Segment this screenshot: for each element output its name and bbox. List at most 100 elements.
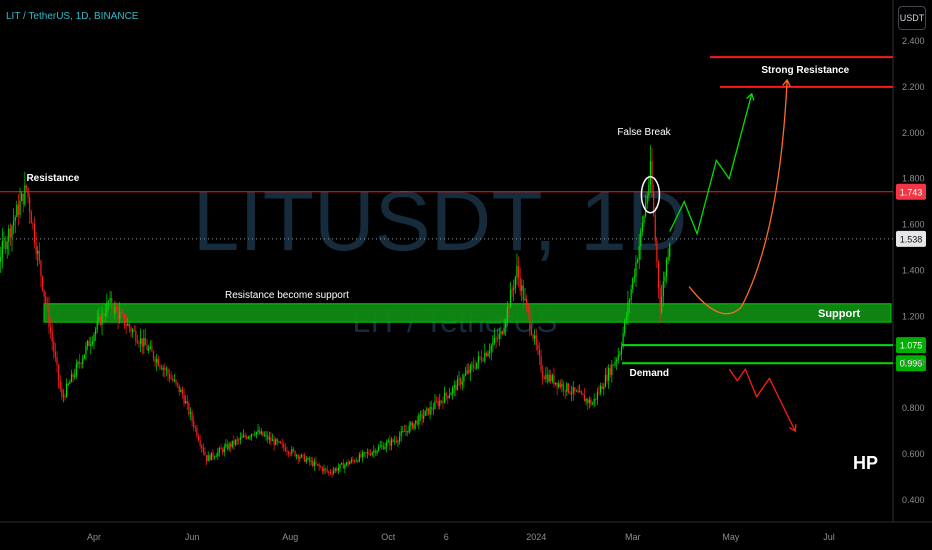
candle-body <box>585 398 587 402</box>
candle-body <box>548 374 550 382</box>
candle-body <box>86 340 89 347</box>
candle-body <box>308 458 311 462</box>
candle-body <box>508 306 510 308</box>
chart-title: LIT / TetherUS, 1D, BINANCE <box>6 11 139 22</box>
candle-body <box>22 193 24 205</box>
y-tick-label: 0.600 <box>902 449 925 459</box>
candle-body <box>140 338 142 344</box>
candle-body <box>154 358 156 363</box>
candle-body <box>143 338 145 347</box>
candle-body <box>505 320 507 328</box>
candle-body <box>394 440 396 442</box>
candle-body <box>181 389 184 395</box>
candle-body <box>456 379 459 391</box>
candle-body <box>323 468 325 472</box>
candle-body <box>490 345 492 352</box>
candle-body <box>432 408 434 410</box>
candle-body <box>307 458 309 460</box>
candle-body <box>509 289 512 308</box>
currency-button[interactable]: USDT <box>898 6 926 30</box>
candle-body <box>588 399 590 403</box>
candle-body <box>183 394 185 404</box>
candle-body <box>106 301 108 315</box>
price-tag-label: 1.538 <box>900 234 923 244</box>
candle-body <box>624 320 626 334</box>
candle-body <box>58 364 60 381</box>
candle-body <box>30 212 32 224</box>
candle-body <box>230 443 232 447</box>
candle-body <box>355 460 357 462</box>
candle-body <box>56 357 58 365</box>
candle-body <box>527 304 529 313</box>
candle-body <box>189 412 192 415</box>
candle-body <box>342 463 344 469</box>
candle-body <box>336 468 338 471</box>
candle-body <box>378 447 380 451</box>
candle-body <box>172 378 174 381</box>
candle-body <box>476 362 478 369</box>
candle-body <box>35 242 37 254</box>
candle-body <box>173 380 176 381</box>
candle-body <box>165 369 167 371</box>
candle-body <box>575 390 578 392</box>
candle-body <box>234 440 237 445</box>
candle-body <box>297 455 299 459</box>
candle-body <box>587 398 589 403</box>
candle-body <box>540 355 542 371</box>
price-tag-label: 1.075 <box>900 341 923 351</box>
candle-body <box>603 386 605 389</box>
candle-body <box>180 389 182 393</box>
candle-body <box>503 327 505 334</box>
candle-body <box>583 395 586 402</box>
candle-body <box>532 334 534 339</box>
x-tick-label: Oct <box>381 532 396 542</box>
candle-body <box>249 436 251 438</box>
candle-body <box>278 441 280 443</box>
candle-body <box>29 197 31 213</box>
candle-body <box>566 383 568 392</box>
candle-body <box>415 420 417 424</box>
candle-body <box>294 450 296 457</box>
candle-body <box>416 420 418 425</box>
candle-body <box>569 392 571 394</box>
candle-body <box>649 161 652 185</box>
candle-body <box>485 352 488 357</box>
x-tick-label: Apr <box>87 532 101 542</box>
candle-body <box>424 410 426 416</box>
candle-body <box>535 335 537 345</box>
candle-body <box>646 195 648 204</box>
candle-body <box>501 331 504 334</box>
candle-body <box>516 266 518 278</box>
candle-body <box>70 374 73 383</box>
candle-body <box>468 370 470 373</box>
candle-body <box>387 440 389 443</box>
candle-body <box>112 308 114 314</box>
x-tick-label: 6 <box>444 532 449 542</box>
candle-body <box>83 354 85 359</box>
candle-body <box>283 443 285 448</box>
candle-body <box>162 367 164 370</box>
candle-body <box>495 337 497 339</box>
candle-body <box>223 446 225 453</box>
y-tick-label: 2.200 <box>902 82 925 92</box>
candle-body <box>606 374 608 381</box>
candle-body <box>659 287 661 313</box>
candle-body <box>80 363 82 365</box>
candle-body <box>159 365 161 368</box>
candle-body <box>27 188 29 198</box>
candle-body <box>609 367 611 375</box>
candle-body <box>534 335 536 339</box>
candle-body <box>164 367 166 370</box>
candle-body <box>418 415 420 425</box>
candle-body <box>406 430 409 433</box>
candle-body <box>439 400 441 406</box>
candle-body <box>580 391 582 394</box>
candle-body <box>511 289 513 291</box>
candle-body <box>90 343 92 346</box>
candle-body <box>117 310 119 319</box>
candle-body <box>131 330 134 332</box>
y-tick-label: 1.200 <box>902 311 925 321</box>
candle-body <box>524 298 526 301</box>
candles-layer <box>0 145 671 478</box>
